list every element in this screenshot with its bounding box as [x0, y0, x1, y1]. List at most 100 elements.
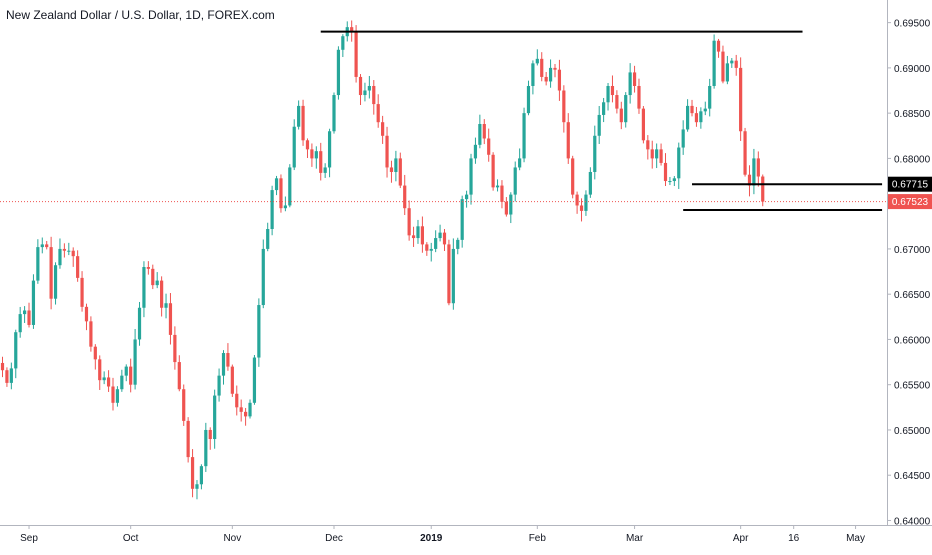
x-tick-label: Oct — [123, 533, 139, 544]
y-tick-label: 0.64500 — [894, 471, 931, 482]
candle-up — [655, 149, 659, 159]
candle-down — [106, 377, 111, 387]
candle-up — [363, 90, 367, 96]
candle-up — [31, 280, 36, 325]
candle-up — [195, 484, 199, 489]
candle-down — [45, 244, 49, 248]
x-tick-label: May — [846, 533, 865, 544]
candle-down — [71, 250, 75, 257]
candle-down — [381, 122, 385, 136]
candle-down — [354, 31, 358, 77]
candle-up — [725, 63, 729, 82]
candle-up — [248, 402, 252, 417]
candle-up — [133, 339, 137, 385]
candle-down — [610, 85, 615, 96]
candle-down — [562, 90, 566, 123]
candle-down — [553, 67, 557, 70]
candle-up — [297, 105, 301, 127]
candle-down — [151, 268, 155, 286]
candle-down — [398, 158, 402, 186]
candle-up — [686, 105, 690, 130]
candle-up — [456, 239, 460, 249]
candle-down — [637, 85, 641, 109]
candle-up — [115, 389, 120, 403]
candle-down — [739, 67, 743, 132]
candle-up — [137, 307, 142, 340]
y-tick-label: 0.65000 — [894, 426, 931, 437]
candle-up — [283, 205, 287, 209]
candle-down — [186, 420, 190, 458]
candle-up — [593, 135, 597, 172]
candle-down — [632, 72, 637, 86]
last-price-label: 0.67523 — [892, 197, 929, 208]
candle-up — [40, 244, 44, 248]
candle-up — [67, 250, 71, 252]
candle-down — [319, 151, 323, 173]
candle-up — [204, 429, 208, 467]
y-tick-label: 0.66500 — [894, 290, 931, 301]
candle-down — [544, 76, 548, 82]
candle-down — [447, 244, 451, 304]
candle-down — [407, 208, 411, 236]
candle-down — [641, 108, 645, 141]
candle-down — [619, 108, 623, 123]
candle-up — [323, 167, 327, 173]
candle-down — [49, 247, 53, 299]
candle-up — [535, 58, 539, 64]
candle-down — [244, 411, 248, 417]
candle-down — [575, 194, 579, 206]
candle-down — [487, 138, 491, 155]
candle-up — [478, 124, 482, 145]
candle-down — [761, 176, 765, 202]
candle-down — [177, 362, 181, 390]
candle-up — [217, 375, 221, 396]
candle-up — [252, 357, 257, 403]
candle-up — [124, 366, 128, 376]
x-tick-label: Feb — [529, 533, 547, 544]
candle-up — [531, 63, 535, 86]
candle-down — [615, 95, 619, 109]
candle-down — [80, 277, 84, 307]
x-tick-label: Sep — [20, 533, 38, 544]
candle-up — [522, 113, 526, 159]
candle-up — [712, 40, 716, 86]
candle-down — [358, 76, 363, 96]
candle-down — [500, 185, 504, 202]
candle-up — [9, 368, 13, 383]
candle-up — [213, 395, 217, 440]
candle-down — [190, 457, 195, 489]
y-tick-label: 0.68500 — [894, 109, 931, 120]
y-tick-label: 0.66000 — [894, 335, 931, 346]
candle-down — [376, 104, 380, 123]
level-price-label-box — [888, 176, 932, 192]
chart-title: New Zealand Dollar / U.S. Dollar, 1D, FO… — [6, 8, 275, 22]
candle-down — [659, 149, 663, 163]
candle-up — [336, 49, 341, 96]
candle-up — [628, 72, 632, 96]
candle-down — [160, 280, 164, 308]
candle-up — [314, 151, 318, 159]
candle-up — [394, 158, 398, 172]
candle-up — [473, 144, 478, 159]
candle-up — [602, 102, 606, 115]
candle-down — [504, 201, 508, 215]
candle-down — [694, 113, 699, 123]
candle-down — [301, 105, 305, 141]
candle-up — [332, 95, 336, 132]
candle-up — [588, 171, 592, 195]
candle-up — [681, 129, 685, 148]
candle-down — [305, 140, 310, 150]
candle-up — [416, 226, 420, 239]
candle-down — [111, 386, 115, 403]
candle-down — [650, 149, 654, 159]
x-tick-label: Mar — [626, 533, 644, 544]
candle-up — [451, 248, 455, 304]
candle-down — [646, 140, 650, 150]
candle-up — [142, 267, 146, 308]
candle-down — [425, 244, 429, 251]
candle-down — [168, 303, 173, 335]
candle-down — [743, 131, 747, 175]
candle-down — [663, 162, 668, 182]
